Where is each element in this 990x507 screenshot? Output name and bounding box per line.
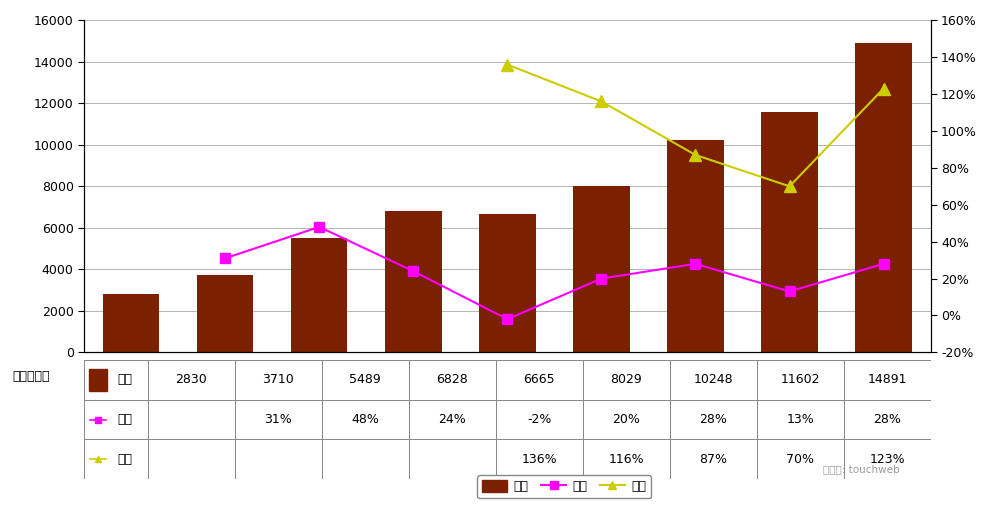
Bar (669, 360, 756, 400)
Bar (669, 440, 756, 479)
Bar (103, 294, 159, 352)
Bar (197, 275, 253, 352)
Bar (148, 360, 235, 400)
Bar (496, 400, 582, 440)
Bar (148, 440, 235, 479)
Bar (756, 440, 843, 479)
Bar (496, 360, 582, 400)
Bar (855, 43, 912, 352)
Text: 136%: 136% (522, 453, 557, 466)
Text: 20%: 20% (612, 413, 641, 426)
Bar (409, 400, 496, 440)
Text: （万美元）: （万美元） (12, 370, 50, 383)
Bar (409, 440, 496, 479)
Legend: 收入, 环比, 同比: 收入, 环比, 同比 (477, 475, 651, 498)
Bar (235, 360, 322, 400)
Text: 6665: 6665 (524, 373, 555, 386)
Bar (84, 360, 931, 400)
Bar (235, 400, 322, 440)
Bar (761, 112, 818, 352)
Bar (148, 400, 235, 440)
Bar (843, 400, 931, 440)
Bar (84, 400, 931, 440)
Bar (582, 360, 669, 400)
Text: 3710: 3710 (262, 373, 294, 386)
Text: 87%: 87% (699, 453, 727, 466)
Bar (667, 139, 724, 352)
Text: 10248: 10248 (693, 373, 733, 386)
Text: 2830: 2830 (175, 373, 207, 386)
Bar (843, 440, 931, 479)
Text: 28%: 28% (873, 413, 901, 426)
Bar (291, 238, 347, 352)
Text: 13%: 13% (786, 413, 814, 426)
Text: 11602: 11602 (780, 373, 820, 386)
Text: 123%: 123% (869, 453, 905, 466)
Bar (84, 440, 931, 479)
Bar (573, 186, 630, 352)
Text: 环比: 环比 (117, 413, 132, 426)
Text: 收入: 收入 (117, 373, 132, 386)
Bar (756, 360, 843, 400)
Text: 48%: 48% (351, 413, 379, 426)
Text: 24%: 24% (439, 413, 466, 426)
Text: 70%: 70% (786, 453, 814, 466)
Bar (843, 360, 931, 400)
Bar (669, 400, 756, 440)
Bar (89, 369, 107, 391)
Bar (479, 214, 536, 352)
Text: 28%: 28% (699, 413, 727, 426)
Bar (235, 440, 322, 479)
Bar (322, 440, 409, 479)
Bar (582, 400, 669, 440)
Text: 5489: 5489 (349, 373, 381, 386)
Bar (756, 400, 843, 440)
Bar (322, 400, 409, 440)
Bar (322, 360, 409, 400)
Text: 微信号: touchweb: 微信号: touchweb (823, 464, 900, 474)
Text: 14891: 14891 (867, 373, 907, 386)
Bar (409, 360, 496, 400)
Text: 31%: 31% (264, 413, 292, 426)
Text: -2%: -2% (527, 413, 551, 426)
Bar (385, 210, 442, 352)
Bar (84, 360, 148, 400)
Bar (84, 440, 148, 479)
Bar (582, 440, 669, 479)
Text: 116%: 116% (608, 453, 644, 466)
Text: 6828: 6828 (437, 373, 468, 386)
Text: 同比: 同比 (117, 453, 132, 466)
Bar (496, 440, 582, 479)
Text: 8029: 8029 (610, 373, 642, 386)
Bar (84, 400, 148, 440)
